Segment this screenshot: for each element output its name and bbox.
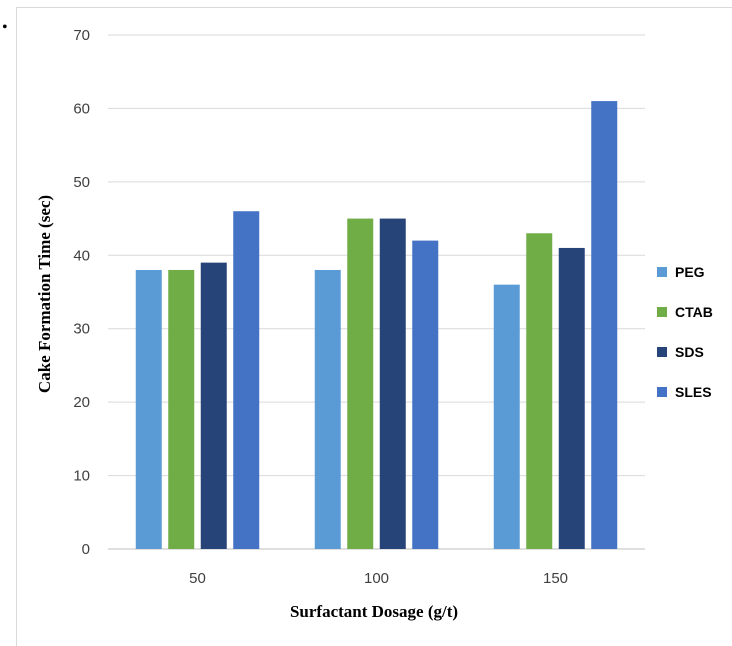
y-tick-label: 60 (73, 100, 90, 117)
y-tick-label: 40 (73, 247, 90, 264)
bar-ctab-100 (347, 218, 374, 550)
legend-swatch-ctab (657, 307, 667, 317)
bar-sles-150 (591, 101, 618, 549)
legend-label-ctab: CTAB (675, 304, 713, 320)
y-axis-title: Cake Formation Time (sec) (35, 195, 54, 393)
x-tick-label: 100 (364, 570, 389, 587)
legend-label-peg: PEG (675, 264, 705, 280)
bar-peg-150 (493, 284, 520, 549)
y-tick-label: 50 (73, 174, 90, 191)
y-tick-label: 20 (73, 394, 90, 411)
y-axis-ticks: 0 10 20 30 40 50 60 70 (73, 27, 90, 558)
legend-swatch-sds (657, 347, 667, 357)
bar-sles-50 (233, 211, 260, 549)
bar-sles-100 (412, 240, 439, 549)
bar-peg-100 (314, 269, 341, 549)
x-axis-title: Surfactant Dosage (g/t) (290, 602, 458, 621)
y-tick-label: 0 (82, 541, 90, 558)
bar-peg-50 (135, 269, 162, 549)
x-tick-label: 150 (543, 570, 568, 587)
bullet-marker: • (2, 19, 8, 36)
bar-ctab-50 (168, 269, 195, 549)
x-axis-ticks: 50 100 150 (189, 570, 568, 587)
legend-swatch-sles (657, 387, 667, 397)
bar-sds-50 (200, 262, 227, 549)
legend: PEG CTAB SDS SLES (657, 264, 713, 400)
y-tick-label: 10 (73, 468, 90, 485)
legend-label-sles: SLES (675, 384, 712, 400)
bar-ctab-150 (526, 233, 553, 549)
gridlines (108, 34, 645, 550)
legend-swatch-peg (657, 267, 667, 277)
y-tick-label: 30 (73, 321, 90, 338)
legend-label-sds: SDS (675, 344, 704, 360)
bar-sds-100 (379, 218, 406, 550)
y-tick-label: 70 (73, 27, 90, 44)
bars (135, 101, 618, 550)
bar-sds-150 (558, 247, 585, 549)
x-tick-label: 50 (189, 570, 206, 587)
